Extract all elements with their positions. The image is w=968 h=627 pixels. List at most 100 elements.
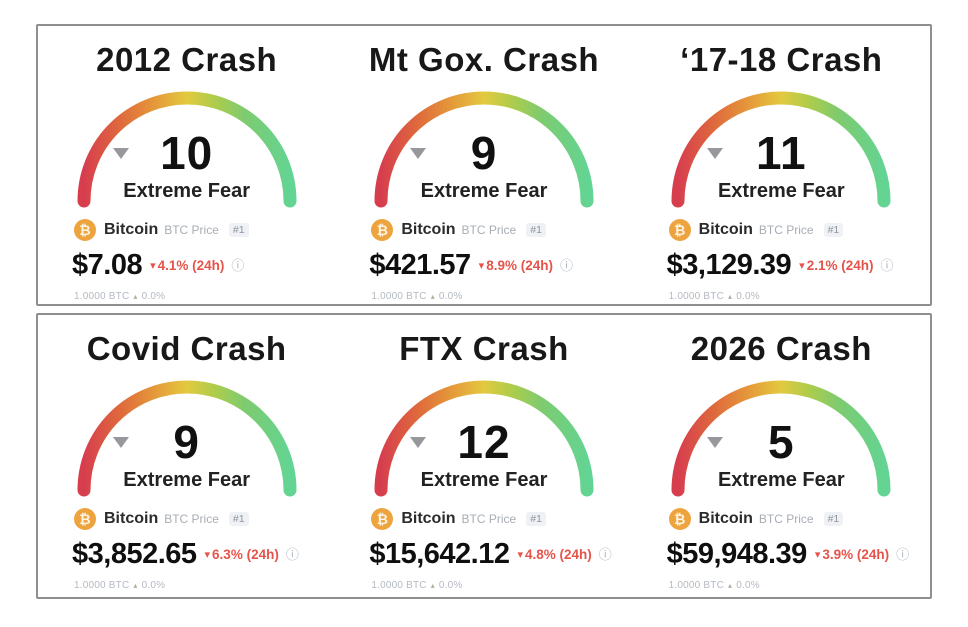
coin-row: ₿ Bitcoin BTC Price #1 (335, 507, 632, 531)
coin-name: Bitcoin (698, 221, 753, 238)
card-title: 2012 Crash (96, 41, 278, 78)
conversion-row: 1.0000 BTC ▴ 0.0% (633, 291, 930, 302)
bottom-row-panel: Covid Crash 9 Extreme Fear (36, 313, 932, 599)
coin-ticker-label: BTC Price (164, 512, 219, 526)
info-icon[interactable]: ⓘ (896, 546, 910, 562)
gauge-arc (374, 380, 594, 497)
down-arrow-icon: ▾ (799, 259, 805, 272)
gauge-value: 9 (470, 127, 498, 179)
price-row: $59,948.39 ▾ 3.9% (24h) ⓘ (633, 535, 930, 573)
up-arrow-icon: ▴ (728, 581, 733, 590)
price-value: $421.57 (369, 248, 471, 281)
conversion-row: 1.0000 BTC ▴ 0.0% (38, 580, 335, 591)
up-arrow-icon: ▴ (728, 292, 733, 301)
price-value: $3,852.65 (72, 537, 197, 570)
price-row: $421.57 ▾ 8.9% (24h) ⓘ (335, 246, 632, 284)
coin-rank-badge: #1 (526, 223, 546, 237)
crash-card-ftx: FTX Crash 12 Extreme Fear (335, 315, 632, 597)
coin-ticker-label: BTC Price (164, 223, 219, 237)
fear-greed-gauge: 12 Extreme Fear (368, 373, 600, 497)
fear-greed-gauge: 9 Extreme Fear (368, 84, 600, 208)
info-icon[interactable]: ⓘ (285, 546, 299, 562)
info-icon[interactable]: ⓘ (559, 257, 573, 273)
conversion-amount: 1.0000 BTC (371, 291, 427, 302)
gauge-sentiment-label: Extreme Fear (420, 469, 548, 491)
card-title: ‘17-18 Crash (680, 41, 883, 78)
card-title: 2026 Crash (690, 330, 872, 367)
up-arrow-icon: ▴ (133, 581, 138, 590)
conversion-amount: 1.0000 BTC (668, 291, 725, 302)
price-change-text: 8.9% (24h) (486, 257, 553, 273)
coin-ticker-label: BTC Price (758, 223, 814, 237)
crash-card-2026: 2026 Crash 5 Extreme Fear (633, 315, 930, 597)
down-arrow-icon: ▾ (478, 259, 485, 272)
price-value: $59,948.39 (666, 537, 808, 570)
price-change-text: 3.9% (24h) (822, 546, 890, 562)
bitcoin-icon: ₿ (74, 508, 96, 530)
price-change: ▾ 2.1% (24h) (799, 258, 873, 273)
down-arrow-icon: ▾ (517, 548, 524, 561)
gauge-value: 12 (457, 416, 511, 468)
fear-greed-gauge: 5 Extreme Fear (665, 373, 897, 497)
conversion-percent: 0.0% (141, 580, 166, 591)
coin-row: ₿ Bitcoin BTC Price #1 (335, 218, 632, 242)
conversion-amount: 1.0000 BTC (74, 580, 130, 591)
coin-rank-badge: #1 (823, 512, 844, 526)
price-row: $15,642.12 ▾ 4.8% (24h) ⓘ (335, 535, 632, 573)
fear-greed-gauge: 10 Extreme Fear (71, 84, 303, 208)
crash-card-covid: Covid Crash 9 Extreme Fear (38, 315, 335, 597)
crash-card-mtgox: Mt Gox. Crash 9 Extreme Fear (335, 26, 632, 304)
gauge-pointer-icon (707, 148, 724, 159)
fear-greed-gauge: 11 Extreme Fear (665, 84, 897, 208)
price-change-text: 4.1% (24h) (157, 257, 225, 273)
coin-row: ₿ Bitcoin BTC Price #1 (38, 218, 335, 242)
conversion-row: 1.0000 BTC ▴ 0.0% (335, 291, 632, 302)
coin-rank-badge: #1 (526, 512, 546, 526)
gauge-value: 9 (173, 416, 200, 468)
bitcoin-icon: ₿ (371, 219, 394, 241)
gauge-sentiment-label: Extreme Fear (420, 180, 548, 202)
card-title: Covid Crash (86, 330, 287, 367)
up-arrow-icon: ▴ (430, 581, 435, 590)
crash-card-1718: ‘17-18 Crash 11 Extreme Fear (633, 26, 930, 304)
gauge-pointer-icon (409, 437, 426, 448)
bitcoin-icon: ₿ (668, 508, 691, 530)
coin-ticker-label: BTC Price (758, 512, 814, 526)
coin-row: ₿ Bitcoin BTC Price #1 (633, 218, 930, 242)
price-change: ▾ 8.9% (24h) (479, 258, 553, 273)
conversion-percent: 0.0% (438, 580, 463, 591)
price-change: ▾ 3.9% (24h) (815, 547, 889, 562)
coin-row: ₿ Bitcoin BTC Price #1 (633, 507, 930, 531)
conversion-row: 1.0000 BTC ▴ 0.0% (335, 580, 632, 591)
up-arrow-icon: ▴ (430, 292, 435, 301)
info-icon[interactable]: ⓘ (598, 546, 612, 562)
gauge-arc (77, 380, 297, 497)
bitcoin-icon: ₿ (668, 219, 691, 241)
gauge-pointer-icon (112, 148, 129, 159)
price-change: ▾ 4.8% (24h) (517, 547, 591, 562)
price-value: $15,642.12 (369, 537, 510, 570)
price-change: ▾ 6.3% (24h) (205, 547, 279, 562)
price-change-text: 2.1% (24h) (806, 257, 874, 273)
conversion-percent: 0.0% (736, 580, 760, 591)
gauge-value: 10 (160, 127, 214, 179)
price-row: $3,852.65 ▾ 6.3% (24h) ⓘ (38, 535, 335, 573)
card-title: Mt Gox. Crash (368, 41, 600, 78)
up-arrow-icon: ▴ (133, 292, 138, 301)
conversion-amount: 1.0000 BTC (371, 580, 427, 591)
conversion-row: 1.0000 BTC ▴ 0.0% (38, 291, 335, 302)
gauge-sentiment-label: Extreme Fear (123, 180, 251, 202)
coin-rank-badge: #1 (228, 512, 249, 526)
info-icon[interactable]: ⓘ (880, 257, 894, 273)
down-arrow-icon: ▾ (814, 548, 821, 561)
down-arrow-icon: ▾ (204, 548, 211, 561)
top-row-panel: 2012 Crash 10 Extreme Fear (36, 24, 932, 306)
card-title: FTX Crash (399, 330, 569, 367)
gauge-value: 11 (755, 127, 807, 179)
coin-rank-badge: #1 (228, 223, 249, 237)
info-icon[interactable]: ⓘ (231, 257, 245, 273)
coin-ticker-label: BTC Price (461, 223, 517, 237)
gauge-pointer-icon (409, 148, 426, 159)
price-row: $3,129.39 ▾ 2.1% (24h) ⓘ (633, 246, 930, 284)
